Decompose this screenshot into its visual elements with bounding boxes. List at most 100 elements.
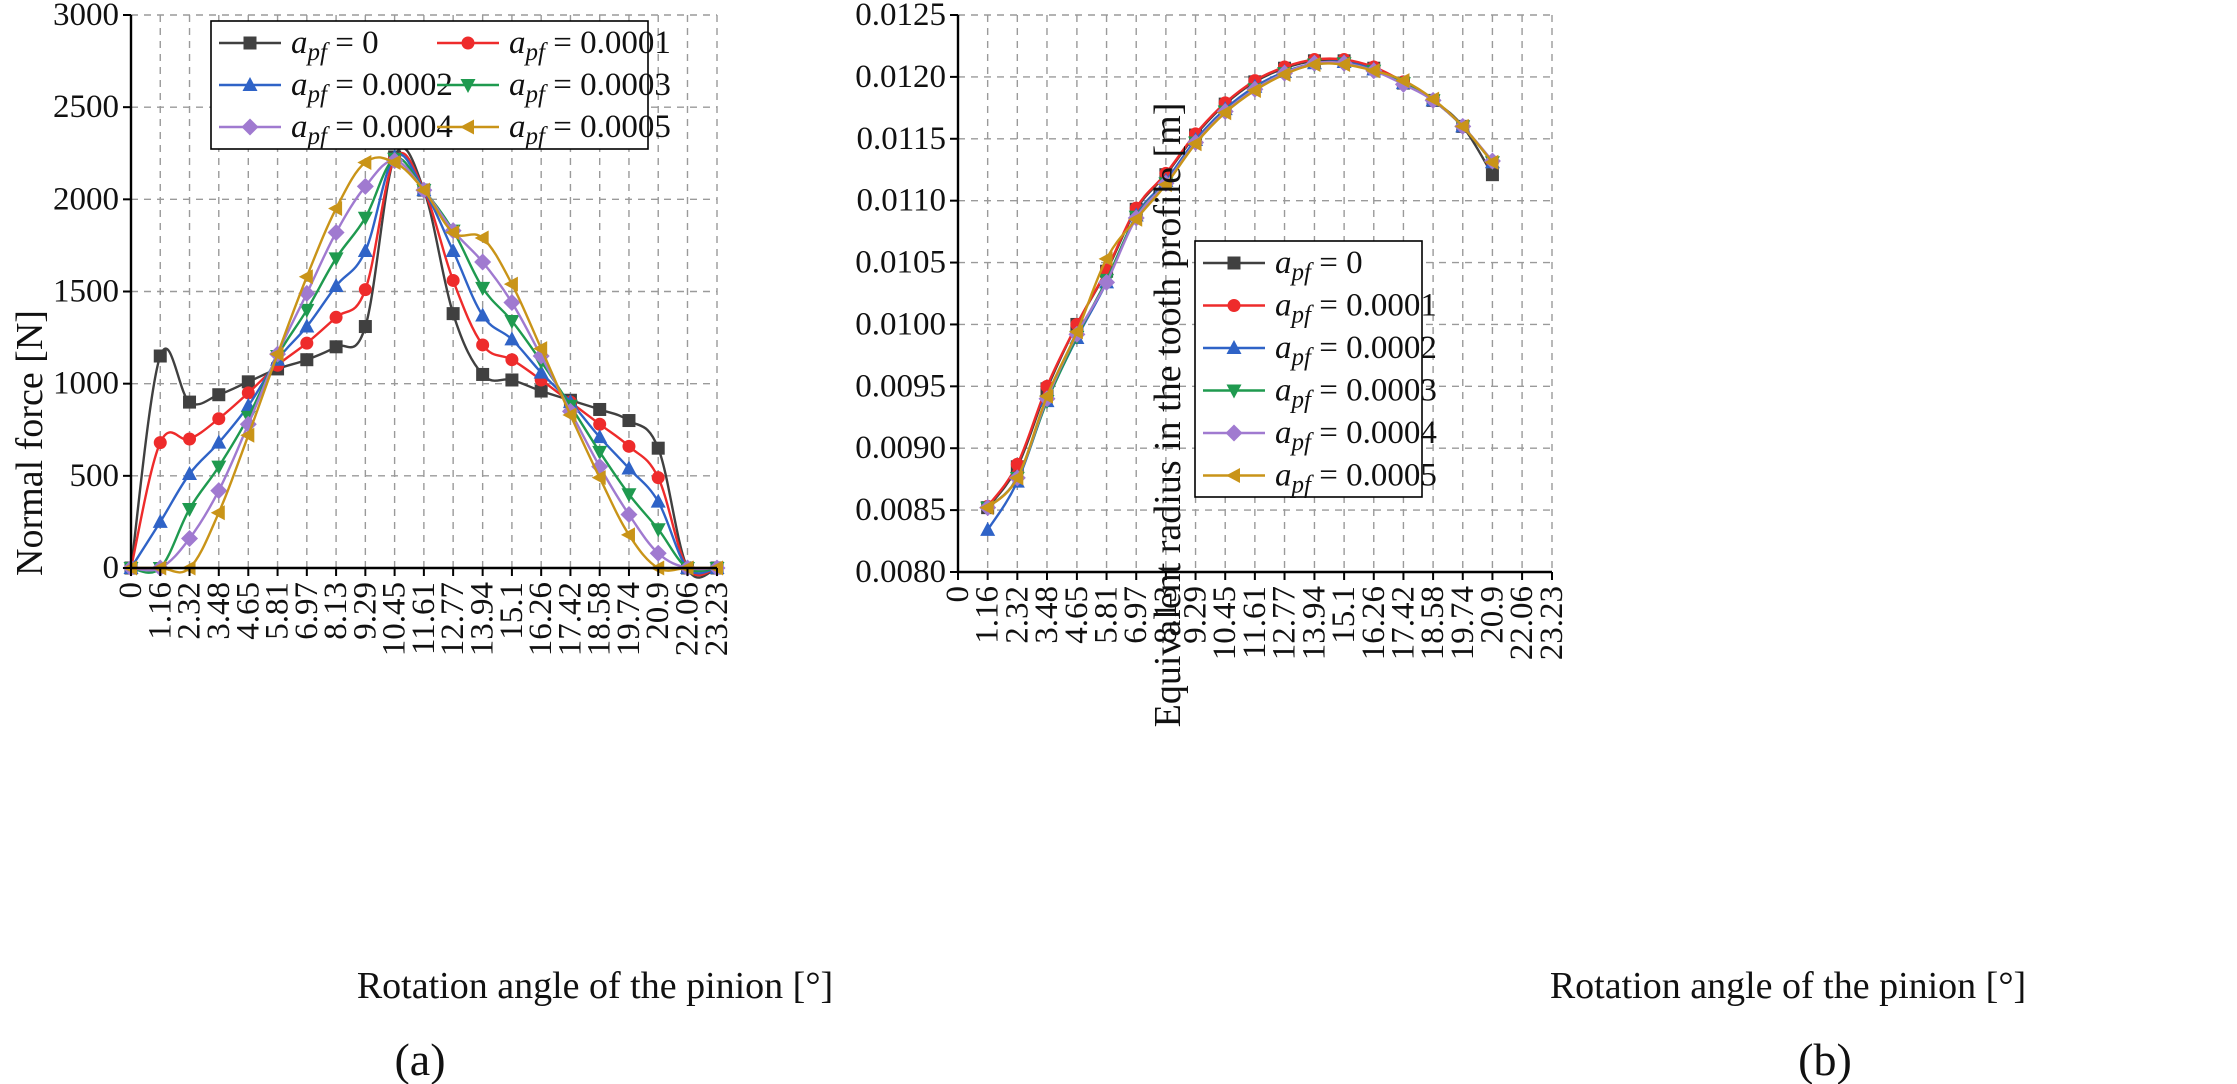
panel-a-series-1-point xyxy=(505,353,519,367)
panel-b-y-tick-label: 0.0095 xyxy=(855,368,946,404)
panel-a-series-3-point xyxy=(592,445,608,460)
panel-b-series-5-point xyxy=(1336,57,1351,73)
panel-b-legend-swatch-marker xyxy=(1226,340,1242,354)
panel-a-series-1-point xyxy=(153,436,167,450)
panel-a-y-tick-label: 2000 xyxy=(53,181,119,217)
panel-b-y-tick-label: 0.0100 xyxy=(855,306,946,342)
panel-b-legend-item: apf = 0.0002 xyxy=(1203,330,1437,371)
panel-a-x-tick-label: 16.26 xyxy=(523,582,559,656)
panel-b-series-5-point xyxy=(1068,324,1083,340)
panel-a-x-tick-label: 5.81 xyxy=(260,582,296,640)
panel-a-series-4-point xyxy=(474,253,492,271)
panel-a-series-1-point xyxy=(651,471,665,485)
panel-b-y-tick-label: 0.0115 xyxy=(856,121,946,157)
panel-a-series-3-point xyxy=(475,281,491,296)
panel-a-series-3-point xyxy=(211,460,227,475)
panel-b-legend-swatch-marker xyxy=(1225,424,1243,442)
panel-a-series-5-point xyxy=(620,527,635,543)
panel-a-legend-label: apf = 0 xyxy=(291,25,379,66)
panel-a-series-1-point xyxy=(476,338,490,352)
panel-a-series-2-point xyxy=(592,429,608,444)
panel-a-y-axis-title: Normal force [N] xyxy=(9,310,51,576)
panel-a-legend-swatch-marker xyxy=(461,36,475,50)
panel-a-series-0-point xyxy=(183,395,197,409)
panel-a-series-2-point xyxy=(650,493,666,508)
panel-b-x-tick-label: 18.58 xyxy=(1415,586,1451,660)
panel-a-legend-label: apf = 0.0001 xyxy=(509,25,671,66)
panel-a-series-0-point xyxy=(622,414,636,428)
panel-b-legend-item: apf = 0.0005 xyxy=(1203,458,1437,498)
panel-a-series-2-point xyxy=(533,364,549,379)
panel-b-y-tick-label: 0.0120 xyxy=(855,59,946,95)
panel-a-series-4-point xyxy=(620,506,638,524)
panel-b-series-5-point xyxy=(979,500,994,516)
panel-a-y-tick-label: 3000 xyxy=(53,0,119,33)
panel-a-legend: apf = 0 apf = 0.0001 apf = 0.0002 apf = 0.0… xyxy=(210,20,671,150)
panel-a-x-tick-label: 19.74 xyxy=(611,582,647,656)
panel-a-x-tick-label: 11.61 xyxy=(406,582,442,655)
panel-a-series-5-point xyxy=(210,505,225,521)
panel-a-series-5-point xyxy=(240,427,255,443)
panel-a-series-5-point xyxy=(503,276,518,292)
panel-b-series-5-point xyxy=(1365,63,1380,79)
panel-a-series-4-point xyxy=(181,530,199,548)
panel-a-series-5-point xyxy=(415,182,430,198)
panel-a-series-2-point xyxy=(211,434,227,449)
panel-a-legend-label: apf = 0.0002 xyxy=(291,67,453,108)
panel-b-legend-item: apf = 0 xyxy=(1203,245,1363,286)
panel-b-legend-label: apf = 0 xyxy=(1275,245,1363,286)
chart-panel-b: 01.162.323.484.655.816.978.139.2910.4511… xyxy=(855,0,2026,1084)
panel-b-series-5-point xyxy=(1306,57,1321,73)
panel-a-x-tick-label: 3.48 xyxy=(201,582,237,640)
panel-a-series-2-point xyxy=(328,277,344,292)
panel-b-label: (b) xyxy=(1798,1034,1852,1084)
panel-a-legend-label: apf = 0.0003 xyxy=(509,67,671,108)
panel-a-x-tick-label: 2.32 xyxy=(172,582,208,640)
panel-a-series-5-point xyxy=(562,407,577,423)
panel-b-x-tick-label: 11.61 xyxy=(1237,586,1273,659)
panel-b-series-5-point xyxy=(1454,118,1469,134)
panel-b-x-tick-label: 1.16 xyxy=(970,586,1006,644)
panel-b-series-1-point xyxy=(1010,457,1024,471)
panel-a-legend-swatch-marker xyxy=(241,118,259,136)
panel-b-series-5-point xyxy=(1098,251,1113,267)
panel-a-x-tick-label: 4.65 xyxy=(230,582,266,640)
panel-b-y-tick-label: 0.0110 xyxy=(856,183,946,219)
panel-a-legend-item: apf = 0.0001 xyxy=(437,25,671,66)
panel-a-series-2-point xyxy=(152,513,168,528)
panel-b-legend-label: apf = 0.0004 xyxy=(1275,415,1437,456)
panel-b-y-tick-label: 0.0090 xyxy=(855,430,946,466)
panel-a-series-0-point xyxy=(505,373,519,387)
panel-a-x-tick-label: 20.9 xyxy=(640,582,676,640)
panel-a-series-5-point xyxy=(474,230,489,246)
panel-a-series-1-point xyxy=(241,386,255,400)
panel-a-series-2-point xyxy=(504,331,520,346)
chart-panel-a: 01.162.323.484.655.816.978.139.2910.4511… xyxy=(9,0,833,1084)
panel-a-x-tick-label: 22.06 xyxy=(669,582,705,656)
panel-a-series-0-point xyxy=(300,353,314,367)
panel-b-x-tick-label: 16.26 xyxy=(1356,586,1392,660)
panel-a-series-1-point xyxy=(593,417,607,431)
panel-a-series-3-point xyxy=(182,503,198,518)
panel-a-x-tick-label: 15.1 xyxy=(494,582,530,640)
panel-a-series-5-point xyxy=(328,201,343,217)
panel-a-series-3-point xyxy=(328,252,344,267)
panel-b-x-tick-label: 3.48 xyxy=(1029,586,1065,644)
panel-b-y-tick-label: 0.0085 xyxy=(855,492,946,528)
panel-a-x-tick-label: 13.94 xyxy=(465,582,501,656)
panel-b-legend-swatch-marker xyxy=(1226,468,1240,483)
panel-a-series-0-point xyxy=(212,388,226,402)
panel-b-x-tick-label: 23.23 xyxy=(1534,586,1570,660)
panel-a-series-1-point xyxy=(622,439,636,453)
panel-a-legend-swatch-marker xyxy=(460,79,476,93)
panel-b-x-tick-label: 22.06 xyxy=(1504,586,1540,660)
panel-a-series-0-point xyxy=(446,307,460,321)
panel-a-series-0-point xyxy=(534,384,548,398)
panel-b-legend-label: apf = 0.0001 xyxy=(1275,288,1437,329)
panel-b-x-tick-label: 10.45 xyxy=(1207,586,1243,660)
panel-a-series-4-point xyxy=(649,544,667,562)
panel-a-series-3-point xyxy=(299,303,315,318)
panel-a-series-4-point xyxy=(503,294,521,312)
